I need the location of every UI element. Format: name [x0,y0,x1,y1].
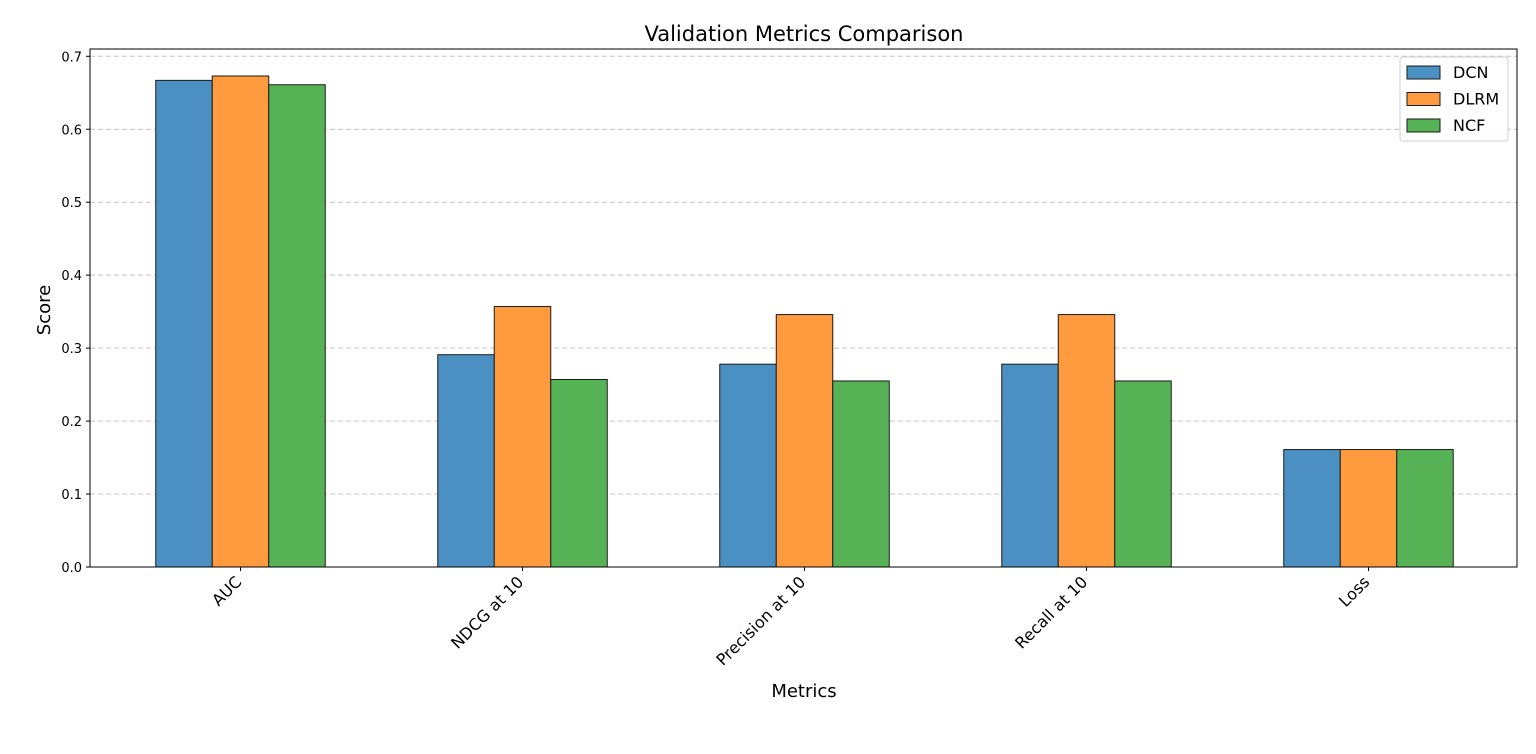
legend-swatch-dlrm [1406,92,1441,106]
bar-dcn-auc [155,79,213,568]
y-tick-label: 0.0 [61,561,82,576]
y-tick-label: 0.1 [61,488,82,503]
legend-label-dcn: DCN [1453,63,1488,82]
bar-ncf-auc [268,84,326,568]
y-tick-label: 0.7 [61,50,82,65]
y-tick-label: 0.6 [61,123,82,138]
x-tick-label: Precision at 10 [712,572,809,669]
x-tick-label: AUC [208,572,245,609]
bar-dlrm-loss [1339,449,1398,568]
x-axis-label: Metrics [771,681,836,702]
y-tick-label: 0.2 [61,415,82,430]
bar-dcn-precision-at-10 [719,363,777,568]
x-axis: AUC NDCG at 10 Precision at 10 Recall at 10… [208,567,1373,669]
y-tick-label: 0.4 [61,269,82,284]
bar-ncf-ndcg-at-10 [550,378,608,568]
bar-dlrm-ndcg-at-10 [493,306,552,568]
chart-title: Validation Metrics Comparison [644,22,963,46]
bar-ncf-precision-at-10 [832,380,890,568]
bar-ncf-loss [1396,449,1454,568]
legend-label-ncf: NCF [1453,116,1485,135]
bar-dcn-loss [1283,449,1341,568]
bar-dlrm-auc [211,75,270,568]
y-axis-label: Score [34,285,55,335]
plot-frame [89,48,1518,568]
x-tick-label: NDCG at 10 [447,572,527,652]
legend-label-dlrm: DLRM [1453,90,1499,109]
bar-dcn-ndcg-at-10 [437,354,495,568]
legend-swatch-ncf [1406,118,1441,133]
legend-swatch-dcn [1406,65,1441,80]
legend: DCN DLRM NCF [1399,56,1509,142]
bars [155,75,1454,568]
y-tick-label: 0.3 [61,342,82,357]
bar-ncf-recall-at-10 [1114,380,1172,568]
bar-dlrm-recall-at-10 [1057,314,1116,568]
x-tick-label: Recall at 10 [1011,572,1091,652]
y-tick-label: 0.5 [61,196,82,211]
bar-dcn-recall-at-10 [1001,363,1059,568]
y-axis: 0.0 0.1 0.2 0.3 0.4 0.5 0.6 0.7 [61,50,90,576]
x-tick-label: Loss [1335,572,1373,610]
bar-dlrm-precision-at-10 [775,314,834,568]
